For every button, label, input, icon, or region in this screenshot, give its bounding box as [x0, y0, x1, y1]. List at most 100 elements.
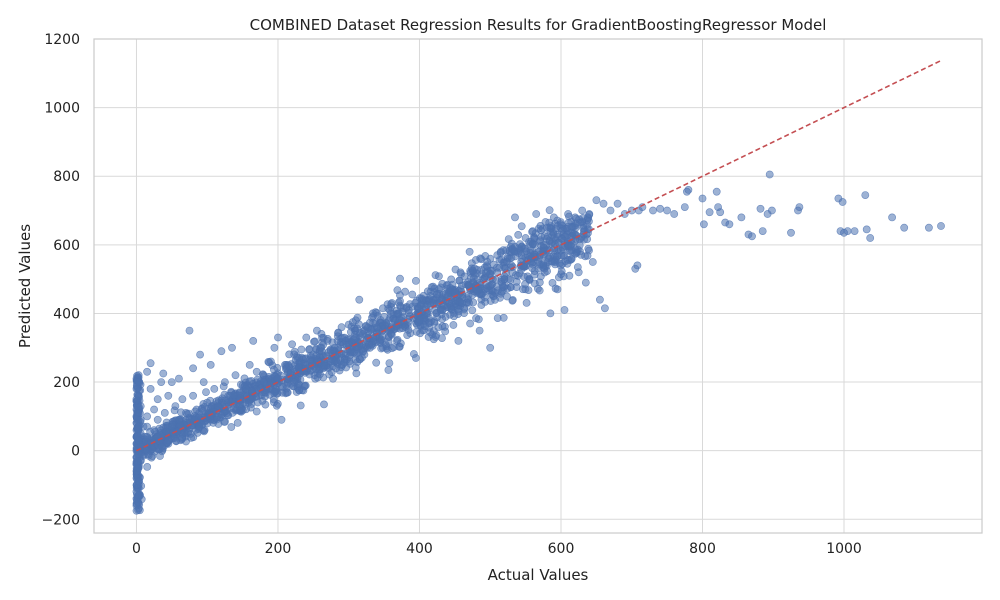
scatter-point [585, 246, 593, 255]
x-tick-label: 200 [265, 541, 292, 557]
scatter-point [213, 402, 222, 410]
y-tick-label: 1000 [44, 101, 80, 117]
scatter-point [489, 292, 498, 301]
scatter-point [134, 477, 143, 486]
scatter-point [134, 450, 143, 458]
scatter-point [577, 250, 585, 259]
scatter-point [167, 422, 176, 431]
scatter-point [377, 344, 386, 353]
scatter-point [500, 275, 509, 283]
scatter-point [281, 360, 289, 369]
scatter-point [553, 285, 562, 294]
scatter-point [153, 415, 162, 424]
scatter-point [297, 345, 306, 354]
scatter-point [454, 336, 463, 345]
scatter-point [355, 295, 364, 304]
y-tick-label: 1200 [44, 32, 80, 48]
scatter-point [456, 268, 465, 277]
y-tick-label: 600 [53, 238, 80, 254]
scatter-point [408, 290, 417, 299]
scatter-point [228, 408, 237, 417]
scatter-point [557, 220, 565, 229]
scatter-points [132, 170, 945, 515]
scatter-point [393, 286, 402, 295]
scatter-point [431, 271, 440, 279]
scatter-point [606, 206, 615, 215]
scatter-point [417, 300, 425, 309]
scatter-point [578, 206, 587, 215]
scatter-point [288, 340, 296, 349]
scatter-point [351, 334, 359, 343]
scatter-point [384, 366, 393, 374]
scatter-point [199, 378, 208, 386]
scatter-point [266, 357, 275, 366]
scatter-point [530, 279, 539, 288]
scatter-point [633, 261, 642, 270]
scatter-point [220, 378, 229, 386]
scatter-point [249, 336, 258, 345]
scatter-point [195, 422, 203, 431]
scatter-point [496, 247, 505, 256]
scatter-point [433, 313, 442, 322]
scatter-point [320, 400, 328, 409]
scatter-point [585, 210, 594, 218]
scatter-point [620, 210, 629, 218]
scatter-point [838, 198, 847, 206]
scatter-point [233, 418, 242, 427]
scatter-point [592, 196, 601, 205]
scatter-point [132, 501, 141, 510]
scatter-point [555, 273, 563, 282]
scatter-point [712, 187, 721, 196]
scatter-point [432, 331, 441, 339]
scatter-point [309, 350, 318, 359]
scatter-point [274, 333, 282, 342]
scatter-point [325, 370, 334, 379]
scatter-point [515, 269, 524, 278]
scatter-point [196, 350, 204, 359]
scatter-point [564, 210, 572, 218]
scatter-point [178, 434, 187, 443]
scatter-point [132, 384, 141, 393]
scatter-point [192, 405, 201, 414]
y-tick-label: 400 [53, 306, 80, 322]
scatter-point [725, 220, 734, 229]
scatter-point [134, 371, 143, 380]
scatter-point [200, 427, 208, 436]
scatter-point [134, 408, 143, 417]
scatter-point [508, 268, 517, 277]
scatter-point [136, 415, 145, 424]
scatter-point [150, 426, 158, 434]
scatter-point [252, 407, 261, 416]
scatter-point [295, 354, 304, 362]
scatter-point [466, 319, 474, 328]
scatter-point [206, 360, 215, 369]
scatter-point [385, 359, 394, 367]
scatter-point [150, 405, 158, 414]
scatter-point [468, 266, 477, 275]
scatter-point [326, 357, 335, 366]
scatter-point [482, 261, 491, 270]
scatter-point [524, 286, 533, 294]
scatter-point [527, 258, 536, 267]
scatter-point [508, 296, 517, 304]
scatter-point [202, 388, 210, 396]
scatter-point [252, 367, 261, 376]
scatter-point [302, 333, 311, 342]
scatter-point [536, 272, 545, 281]
scatter-point [134, 436, 143, 445]
scatter-point [700, 220, 708, 229]
scatter-point [507, 239, 516, 248]
scatter-point [574, 268, 583, 277]
scatter-point [539, 261, 548, 270]
scatter-point [227, 423, 236, 431]
scatter-point [550, 258, 559, 266]
scatter-point [469, 298, 478, 307]
scatter-point [613, 199, 622, 208]
scatter-point [411, 276, 420, 285]
scatter-point [134, 463, 143, 472]
scatter-point [522, 298, 531, 307]
scatter-point [546, 309, 555, 318]
scatter-point [565, 271, 574, 280]
scatter-point [245, 360, 254, 369]
scatter-point [238, 381, 247, 390]
